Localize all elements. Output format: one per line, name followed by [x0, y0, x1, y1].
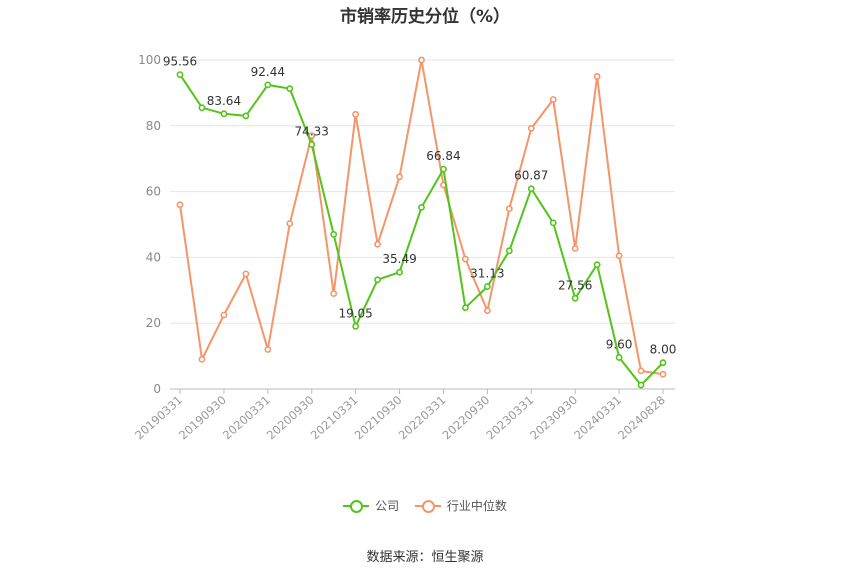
x-tick-label: 20190930 [176, 393, 229, 443]
data-point-company [352, 322, 360, 330]
data-label: 95.56 [163, 55, 197, 69]
data-point-company [286, 85, 294, 93]
data-point-industry-median [286, 220, 294, 227]
data-point-industry-median [549, 96, 557, 103]
data-point-industry-median [462, 255, 469, 263]
y-tick-label: 80 [146, 119, 161, 133]
x-tick-label: 20210331 [308, 393, 361, 443]
data-label: 60.87 [514, 169, 548, 183]
x-tick-label: 20200331 [220, 393, 273, 443]
data-point-company [571, 294, 579, 302]
data-point-industry-median [571, 245, 579, 252]
x-tick-label: 20230331 [483, 393, 536, 443]
y-tick-label: 20 [146, 316, 161, 330]
data-point-industry-median [615, 252, 623, 260]
data-label: 66.84 [426, 149, 460, 163]
data-point-company [659, 359, 667, 367]
data-point-industry-median [659, 370, 667, 378]
y-tick-label: 40 [146, 250, 161, 264]
data-labels: 95.56 83.64 92.44 74.33 19.05 35.49 66.84 31.13… [163, 55, 677, 357]
x-tick-label: 20220930 [439, 393, 492, 443]
data-point-industry-median [593, 73, 601, 80]
data-point-industry-median [527, 125, 535, 132]
data-label: 27.56 [558, 278, 592, 292]
legend-item-company[interactable]: 公司 [343, 497, 399, 514]
data-point-industry-median [264, 346, 272, 353]
data-label: 83.64 [207, 94, 241, 108]
data-point-company [615, 354, 623, 361]
x-tick-label: 20220331 [396, 393, 449, 443]
data-point-company [242, 112, 250, 120]
x-tick-label: 20210930 [352, 393, 405, 443]
data-point-company [308, 141, 316, 148]
x-tick-label: 20240331 [571, 393, 624, 443]
data-label: 35.49 [382, 252, 416, 266]
data-point-industry-median [418, 56, 425, 64]
series-lines [176, 56, 667, 389]
legend-swatch-industry-median [414, 499, 441, 513]
data-point-company [176, 71, 184, 79]
data-point-industry-median [176, 201, 184, 209]
data-point-industry-median [242, 270, 250, 278]
data-point-company [483, 283, 491, 290]
legend-swatch-company [343, 499, 370, 513]
data-point-industry-median [352, 110, 360, 118]
legend-label-company: 公司 [375, 499, 400, 513]
data-point-company [593, 261, 601, 269]
legend: 公司 行业中位数 [0, 497, 850, 516]
data-point-company [440, 165, 447, 173]
data-point-company [330, 230, 338, 238]
data-point-company [198, 104, 206, 112]
data-point-industry-median [637, 367, 645, 375]
data-label: 31.13 [470, 267, 504, 281]
y-tick-label: 60 [146, 185, 161, 199]
data-point-industry-median [198, 355, 206, 363]
data-point-industry-median [483, 307, 491, 315]
data-point-company [418, 203, 425, 211]
data-point-company [396, 268, 403, 276]
data-label: 8.00 [650, 343, 677, 357]
data-point-company [220, 110, 228, 118]
x-tick-label: 20190331 [132, 393, 185, 443]
data-point-industry-median [396, 173, 403, 181]
data-point-company [264, 81, 272, 89]
data-point-industry-median [220, 311, 228, 319]
data-point-company [374, 276, 381, 284]
x-tick-label: 20200930 [264, 393, 317, 443]
y-tick-label: 100 [138, 53, 161, 67]
source-note: 数据来源：恒生聚源 [366, 550, 484, 565]
data-point-industry-median [374, 240, 381, 248]
chart-title: 市销率历史分位（%） [339, 7, 511, 27]
data-point-industry-median [330, 290, 338, 297]
x-tick-label: 20230930 [527, 393, 580, 443]
data-point-industry-median [505, 205, 513, 213]
data-point-company [549, 219, 557, 227]
data-point-company [637, 381, 645, 389]
legend-label-industry-median: 行业中位数 [446, 499, 507, 513]
data-label: 92.44 [251, 65, 285, 79]
data-point-company [505, 247, 513, 255]
data-label: 9.60 [606, 337, 633, 351]
data-point-company [527, 185, 535, 193]
data-point-company [462, 304, 469, 312]
data-label: 74.33 [295, 124, 329, 138]
data-label: 19.05 [338, 306, 372, 320]
y-tick-label: 0 [153, 382, 161, 396]
x-tick-label: 20240828 [615, 393, 668, 443]
legend-item-industry-median[interactable]: 行业中位数 [414, 497, 507, 514]
grid-lines [170, 59, 675, 390]
